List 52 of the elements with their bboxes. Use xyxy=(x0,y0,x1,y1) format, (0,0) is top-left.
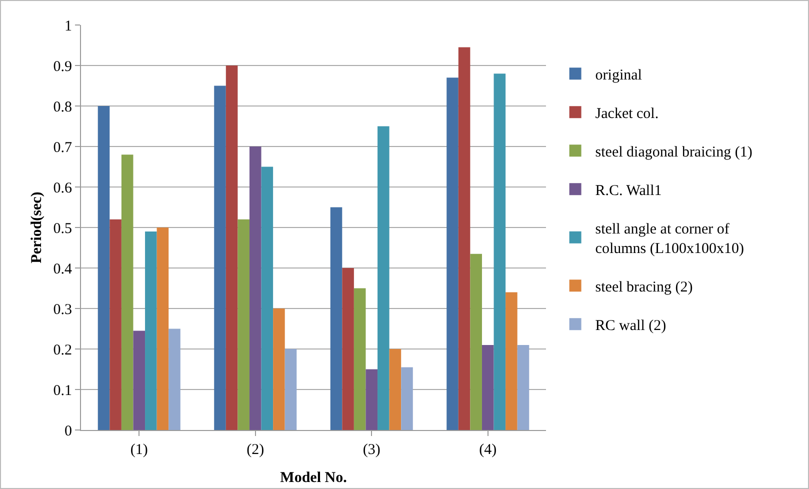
y-tick-label: 0.1 xyxy=(53,382,72,399)
bar xyxy=(330,207,342,430)
bar xyxy=(389,349,402,430)
bar xyxy=(354,288,366,430)
bar xyxy=(482,344,494,430)
bar xyxy=(145,232,157,430)
bar xyxy=(401,367,413,430)
y-tick-label: 0.8 xyxy=(53,99,72,116)
bar xyxy=(506,292,518,430)
bar xyxy=(238,219,250,430)
legend-label: steel diagonal braicing (1) xyxy=(595,144,752,160)
bar xyxy=(458,47,470,430)
x-axis-title: Model No. xyxy=(280,470,348,486)
y-tick-label: 0.7 xyxy=(53,140,72,156)
legend-label: RC wall (2) xyxy=(595,318,666,334)
bar xyxy=(494,74,506,430)
bar xyxy=(156,228,169,430)
x-tick-label: (4) xyxy=(479,442,497,458)
x-tick-label: (1) xyxy=(130,442,148,458)
y-tick-label: 0.6 xyxy=(53,180,72,196)
bar xyxy=(366,369,378,430)
bar xyxy=(261,166,274,430)
bar xyxy=(446,78,458,430)
y-tick-label: 0.4 xyxy=(53,261,72,278)
bar xyxy=(226,66,238,430)
x-tick-label: (3) xyxy=(362,442,380,458)
legend-label: Jacket col. xyxy=(595,106,659,122)
y-tick-label: 1 xyxy=(64,18,72,34)
bar xyxy=(470,254,482,430)
bar xyxy=(98,106,110,430)
legend-label: original xyxy=(595,68,642,84)
legend-label: steel bracing (2) xyxy=(595,280,693,296)
bar xyxy=(249,146,262,430)
bar xyxy=(133,330,146,430)
bar xyxy=(214,86,226,430)
bar xyxy=(110,219,122,430)
x-tick-label: (2) xyxy=(246,442,264,458)
y-tick-label: 0.9 xyxy=(53,58,72,75)
legend-label: stell angle at corner of columns (L100x100x10) xyxy=(595,222,744,257)
bar xyxy=(121,154,134,430)
y-tick-label: 0.5 xyxy=(53,220,72,237)
bar xyxy=(273,308,285,430)
bar xyxy=(342,268,354,430)
y-axis-title: Period(sec) xyxy=(29,192,45,264)
legend-label: R.C. Wall1 xyxy=(595,183,662,199)
bar xyxy=(378,126,390,430)
y-tick-label: 0.3 xyxy=(53,302,72,318)
y-tick-label: 0 xyxy=(64,423,72,440)
bar xyxy=(517,344,530,430)
y-tick-label: 0.2 xyxy=(53,342,72,358)
bar xyxy=(284,349,297,430)
bar xyxy=(168,328,180,430)
